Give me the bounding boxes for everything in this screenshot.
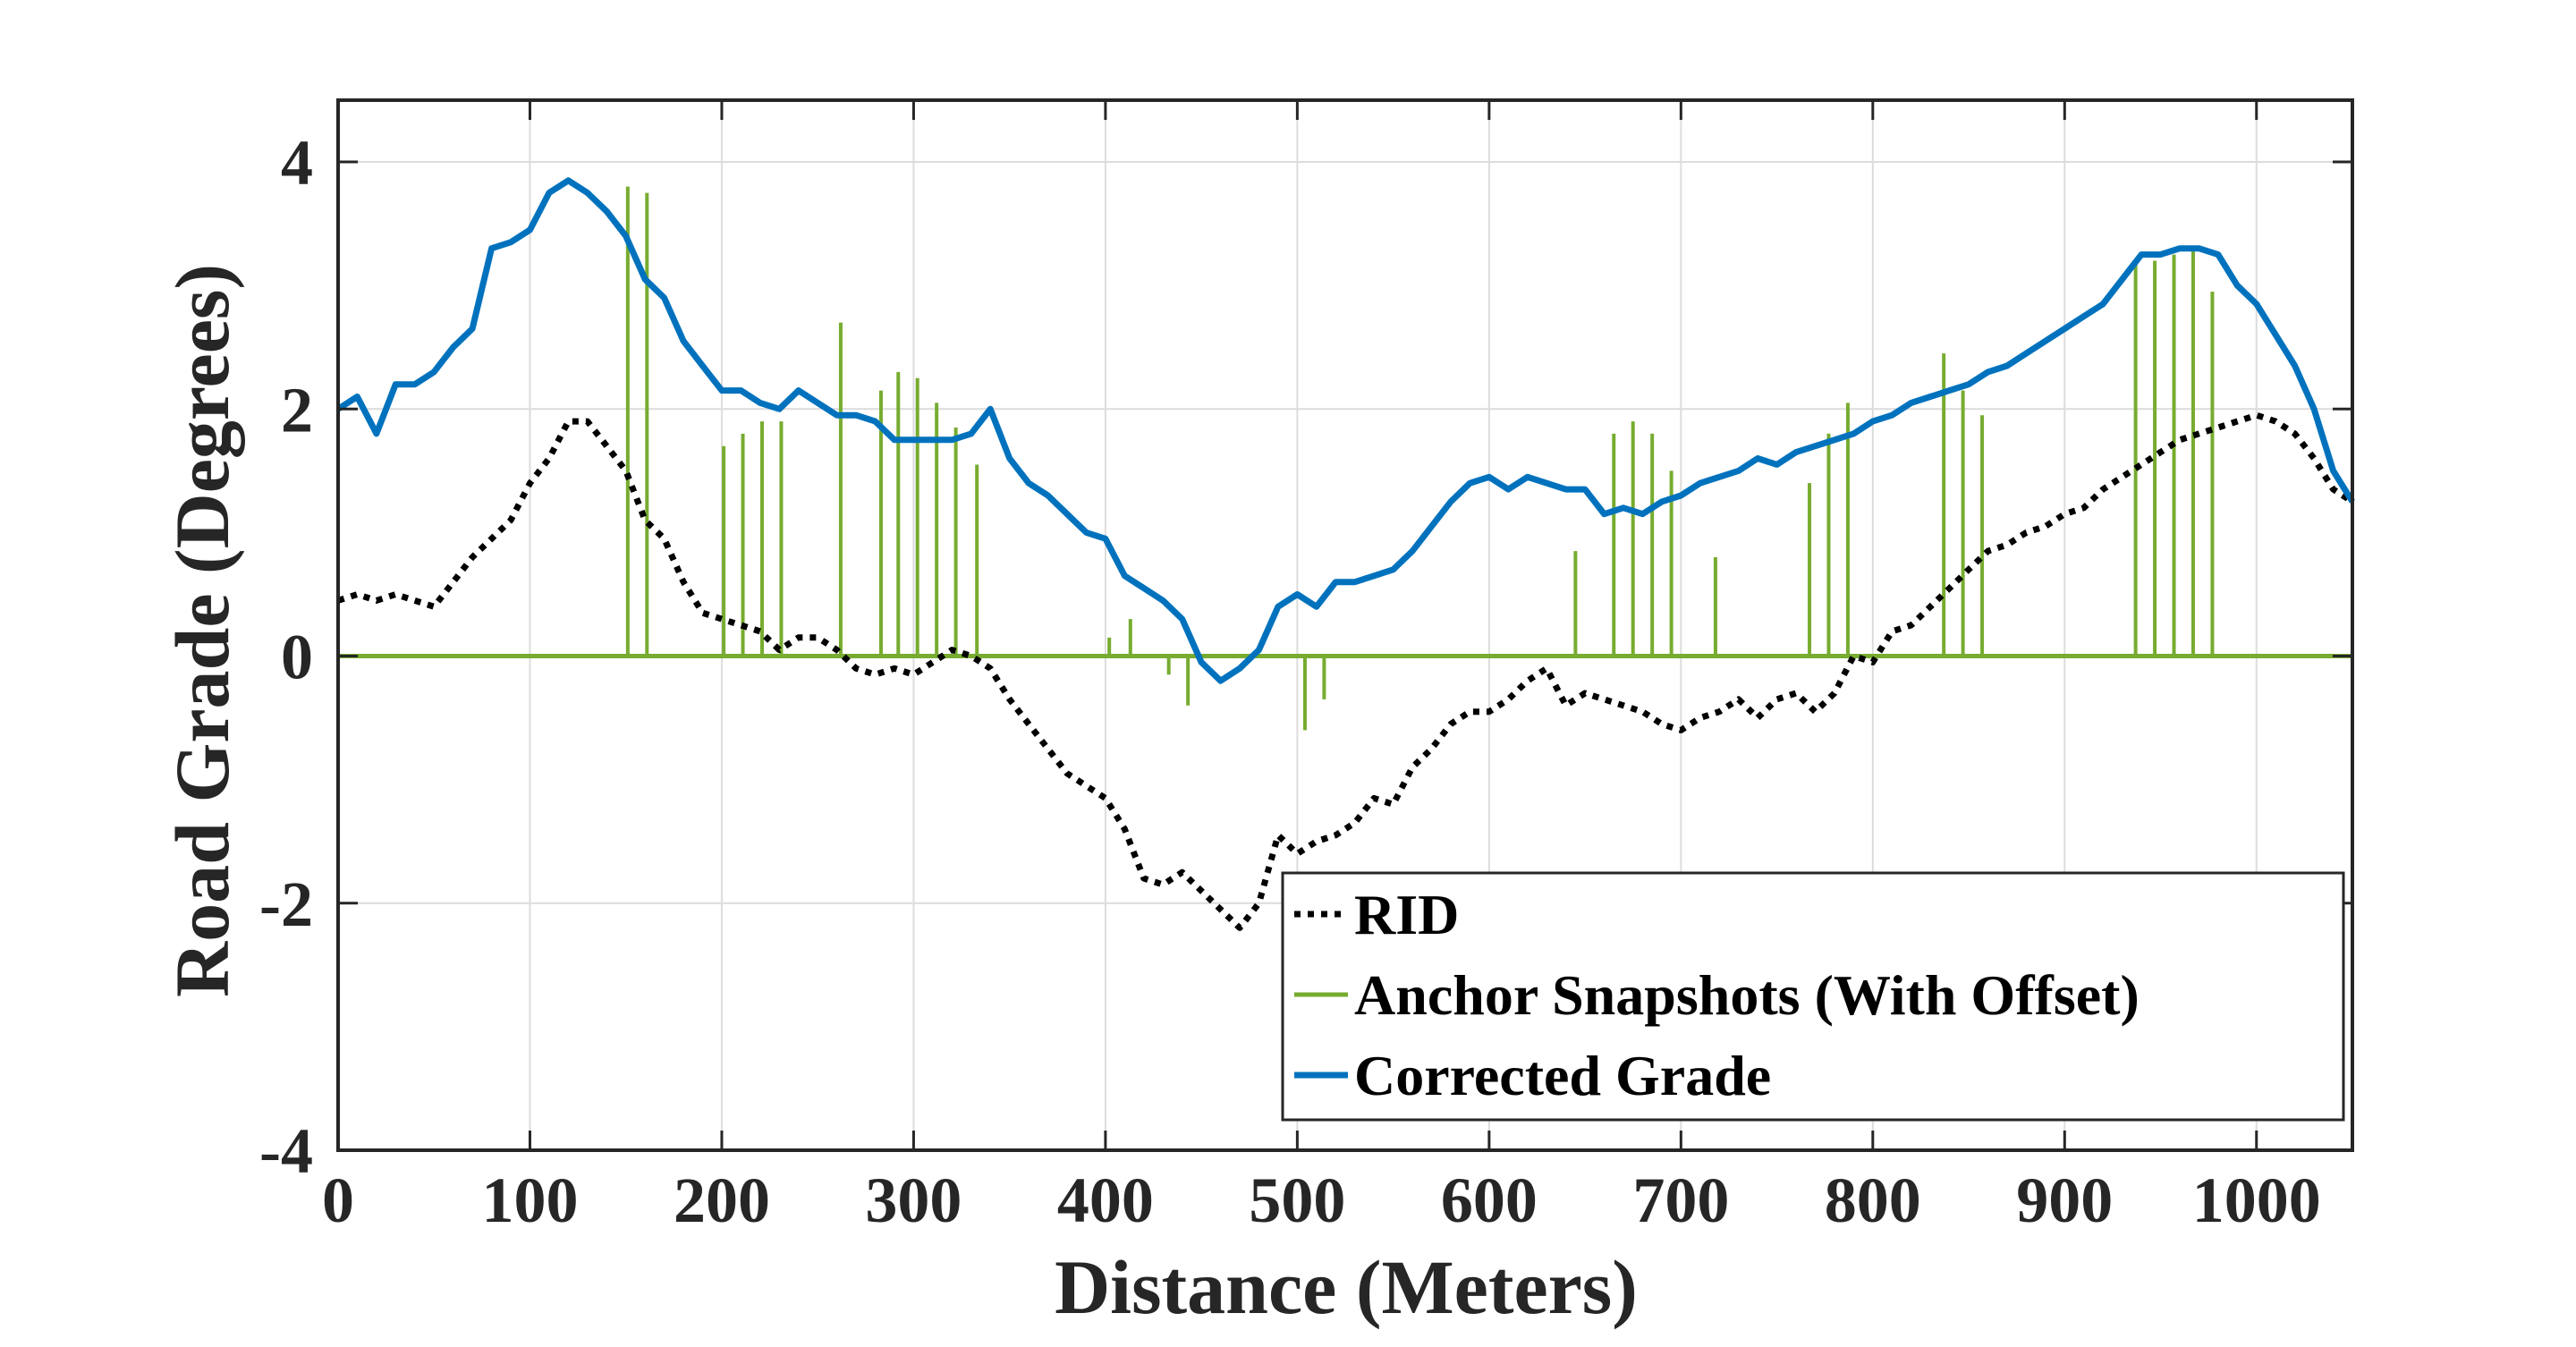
x-axis-label: Distance (Meters) <box>1055 1244 1638 1330</box>
y-axis-label: Road Grade (Degrees) <box>159 264 245 997</box>
legend-label-corrected: Corrected Grade <box>1354 1044 1771 1107</box>
legend-label-rid: RID <box>1354 883 1459 946</box>
x-tick-label: 700 <box>1632 1165 1729 1236</box>
y-tick-label: 2 <box>281 374 313 445</box>
tick-marks <box>336 100 2352 1152</box>
y-tick-label: 4 <box>281 127 313 199</box>
x-tick-label: 1000 <box>2192 1165 2321 1236</box>
x-tick-label: 100 <box>481 1165 578 1236</box>
legend: RID Anchor Snapshots (With Offset) Corre… <box>1281 871 2345 1122</box>
y-tick-label: 0 <box>281 622 313 693</box>
x-tick-label: 200 <box>674 1165 770 1236</box>
x-tick-label: 800 <box>1825 1165 1921 1236</box>
x-tick-label: 500 <box>1249 1165 1345 1236</box>
plot-area <box>336 177 2355 931</box>
y-tick-label: -4 <box>259 1115 313 1187</box>
legend-label-anchor: Anchor Snapshots (With Offset) <box>1354 963 2140 1027</box>
corrected-grade-line <box>336 177 2355 684</box>
legend-box <box>1281 871 2345 1122</box>
y-tick-label: -2 <box>259 868 313 940</box>
axes-box <box>336 98 2354 1152</box>
x-tick-label: 300 <box>865 1165 962 1236</box>
x-tick-label: 600 <box>1441 1165 1538 1236</box>
series-layer <box>336 177 2355 931</box>
x-tick-label: 900 <box>2016 1165 2113 1236</box>
tick-labels: 0 100 200 300 400 500 600 700 800 900 1000 -4 -2 0 2 4 <box>259 127 2321 1236</box>
rid-line <box>336 411 2354 931</box>
x-tick-label: 400 <box>1057 1165 1154 1236</box>
x-tick-label: 0 <box>322 1165 354 1236</box>
